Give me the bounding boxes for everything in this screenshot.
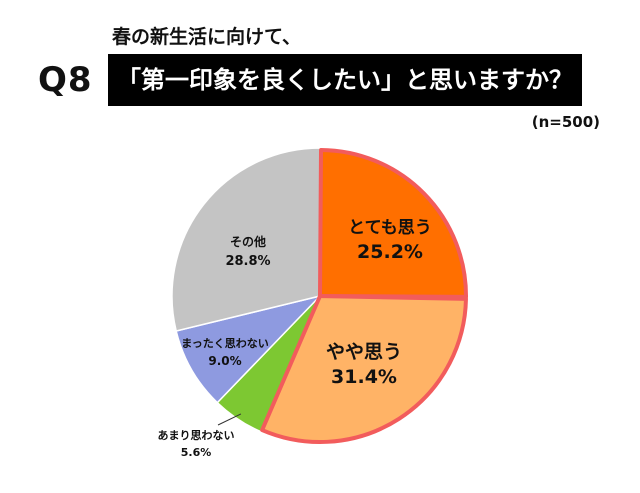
- slice-other-value-label: 28.8%: [225, 254, 270, 269]
- slice-not-much-value-label: 5.6%: [181, 446, 212, 459]
- slice-not-much-leader-line: [217, 413, 242, 426]
- slice-very-much-highlight-border: [318, 148, 468, 299]
- slice-somewhat-highlight-border: [260, 294, 468, 444]
- slice-somewhat-value-label: 31.4%: [331, 366, 397, 388]
- slice-other-label: その他: [230, 234, 266, 249]
- slice-not-at-all-value-label: 9.0%: [208, 354, 241, 368]
- slice-not-at-all-label: まったく思わない: [181, 337, 269, 350]
- slice-very-much-label: とても思う: [348, 218, 432, 238]
- slice-other: [171, 147, 321, 332]
- slice-somewhat-label: やや思う: [326, 341, 402, 363]
- chart-title: 「第一印象を良くしたい」と思いますか？: [108, 54, 582, 106]
- question-number: Q8: [38, 60, 93, 100]
- slice-not-much-label: あまり思わない: [158, 429, 235, 442]
- chart-subtitle: 春の新生活に向けて、: [112, 26, 302, 48]
- sample-size-label: (n=500): [531, 113, 600, 131]
- slice-very-much-value-label: 25.2%: [357, 241, 423, 263]
